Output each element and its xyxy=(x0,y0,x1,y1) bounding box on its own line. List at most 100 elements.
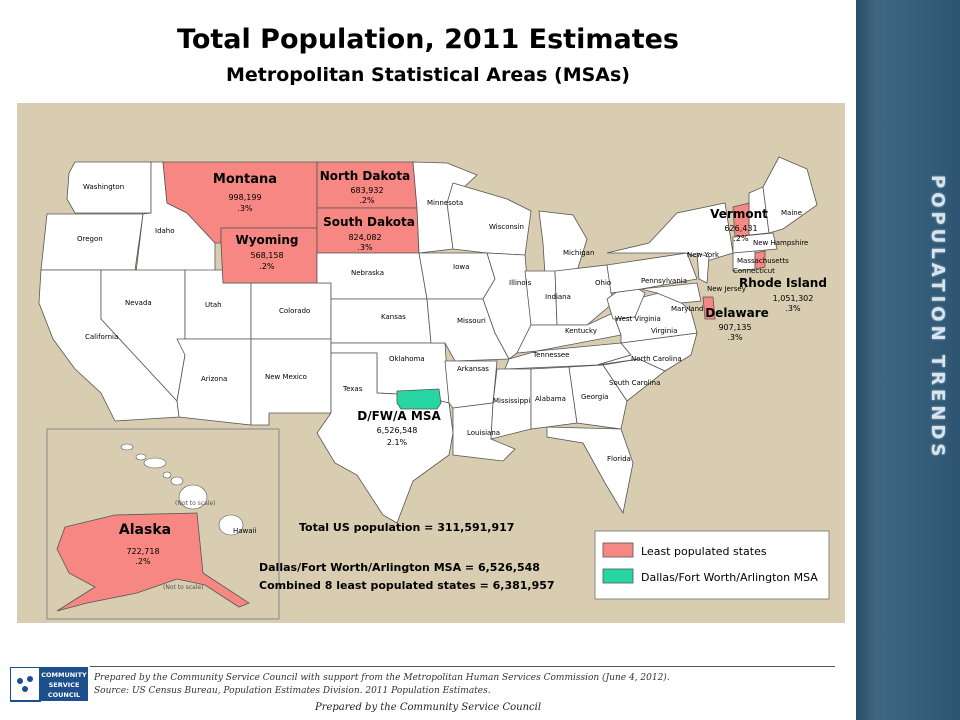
page-title: Total Population, 2011 Estimates xyxy=(177,24,679,55)
state-label: South Carolina xyxy=(609,379,660,387)
state-ohio xyxy=(554,264,614,326)
hawaii-islands xyxy=(120,443,244,536)
state-label: California xyxy=(85,333,118,341)
legend-box xyxy=(594,530,830,600)
stat-combined: Combined 8 least populated states = 6,38… xyxy=(259,579,555,592)
map-frame: Least populated states Dallas/Fort Worth… xyxy=(17,103,845,623)
footer-source: Source: US Census Bureau, Population Est… xyxy=(94,686,491,696)
state-label: Colorado xyxy=(279,307,310,315)
state-label: Nebraska xyxy=(351,269,384,277)
legend-swatch-dfw xyxy=(602,568,634,584)
rhodeisland-name: Rhode Island xyxy=(739,276,827,290)
state-northcarolina xyxy=(596,332,698,372)
southdakota-pop: 824,082 xyxy=(348,233,381,242)
state-rhodeisland xyxy=(754,250,766,270)
state-label: Arkansas xyxy=(457,365,489,373)
state-label: Tennessee xyxy=(532,351,569,359)
dfw-pop: 6,526,548 xyxy=(377,426,418,435)
dfw-name: D/FW/A MSA xyxy=(357,409,441,423)
state-michigan xyxy=(538,210,588,276)
state-label: Florida xyxy=(607,455,631,463)
state-label: Missouri xyxy=(457,317,486,325)
page-subtitle: Metropolitan Statistical Areas (MSAs) xyxy=(225,64,630,86)
inset-note: (Not to scale) xyxy=(163,584,204,591)
rhodeisland-pop: 1,051,302 xyxy=(773,294,814,303)
state-label: Ohio xyxy=(595,279,611,287)
state-kansas xyxy=(330,298,432,344)
stats-group: Total US population = 311,591,917 Dallas… xyxy=(259,521,555,592)
state-alaska xyxy=(56,512,250,612)
state-label: West Virginia xyxy=(615,315,661,323)
state-wisconsin xyxy=(446,182,532,256)
state-label: Indiana xyxy=(545,293,571,301)
state-label: Georgia xyxy=(581,393,608,401)
state-label: Maryland xyxy=(671,305,703,313)
sidebar-band xyxy=(856,0,960,720)
state-label: Idaho xyxy=(155,227,175,235)
state-label: New York xyxy=(687,251,720,259)
state-label: Mississippi xyxy=(493,397,530,405)
wyoming-share: .2% xyxy=(259,262,275,271)
state-alabama xyxy=(530,366,578,430)
state-iowa xyxy=(418,252,496,300)
state-newjersey xyxy=(696,252,710,284)
legend-label-dfw: Dallas/Fort Worth/Arlington MSA xyxy=(641,571,818,584)
state-label: Nevada xyxy=(125,299,152,307)
logo-line: COMMUNITY xyxy=(41,671,87,679)
alaska-name: Alaska xyxy=(119,522,171,538)
delaware-share: .3% xyxy=(727,333,743,342)
state-label: Texas xyxy=(342,385,363,393)
csc-logo: COMMUNITY SERVICE COUNCIL xyxy=(10,667,88,702)
delaware-name: Delaware xyxy=(705,306,769,320)
alaska-share: .2% xyxy=(135,557,151,566)
state-label: Utah xyxy=(205,301,222,309)
state-label: New Hampshire xyxy=(753,239,808,247)
stat-dfw: Dallas/Fort Worth/Arlington MSA = 6,526,… xyxy=(259,561,540,574)
southdakota-share: .3% xyxy=(357,243,373,252)
montana-name: Montana xyxy=(213,172,277,187)
state-label: Kentucky xyxy=(565,327,597,335)
state-label: Washington xyxy=(83,183,124,191)
state-delaware xyxy=(702,296,716,320)
state-label: North Carolina xyxy=(631,355,682,363)
state-label: Wisconsin xyxy=(489,223,524,231)
montana-share: .3% xyxy=(237,204,253,213)
footer-note: Prepared by the Community Service Counci… xyxy=(94,673,670,683)
state-wyoming xyxy=(220,227,318,284)
state-label: Alabama xyxy=(535,395,566,403)
prepared-by: Prepared by the Community Service Counci… xyxy=(314,702,542,713)
us-map: Least populated states Dallas/Fort Worth… xyxy=(38,156,830,620)
state-maine xyxy=(762,156,818,234)
state-label-group: Washington Oregon Idaho California Nevad… xyxy=(77,183,808,535)
state-label: Louisiana xyxy=(467,429,500,437)
wyoming-pop: 568,158 xyxy=(250,251,283,260)
state-label: Oregon xyxy=(77,235,103,243)
state-label: Oklahoma xyxy=(389,355,425,363)
stat-total-us: Total US population = 311,591,917 xyxy=(299,521,514,534)
logo-line: COUNCIL xyxy=(48,691,80,699)
vermont-pop: 626,431 xyxy=(724,224,757,233)
state-florida xyxy=(546,426,634,515)
southdakota-name: South Dakota xyxy=(323,215,415,229)
state-label: New Jersey xyxy=(707,285,746,293)
state-label: Iowa xyxy=(453,263,469,271)
vermont-name: Vermont xyxy=(710,207,768,221)
state-label: Pennsylvania xyxy=(641,277,687,285)
state-newyork xyxy=(606,202,734,262)
footer-divider xyxy=(90,666,835,667)
northdakota-name: North Dakota xyxy=(320,169,410,183)
dfw-msa-region xyxy=(396,388,442,410)
state-label: Virginia xyxy=(651,327,677,335)
legend-swatch-least xyxy=(602,542,634,558)
northdakota-pop: 683,932 xyxy=(350,186,383,195)
state-label: Connecticut xyxy=(733,267,775,275)
montana-pop: 998,199 xyxy=(228,193,261,202)
state-label: Hawaii xyxy=(233,527,257,535)
sidebar-label: POPULATION TRENDS xyxy=(927,175,948,461)
vermont-share: .2% xyxy=(733,234,749,243)
state-label: Arizona xyxy=(201,375,227,383)
state-label: Kansas xyxy=(381,313,406,321)
delaware-pop: 907,135 xyxy=(718,323,751,332)
state-label: Michigan xyxy=(563,249,594,257)
state-maryland xyxy=(640,282,702,304)
